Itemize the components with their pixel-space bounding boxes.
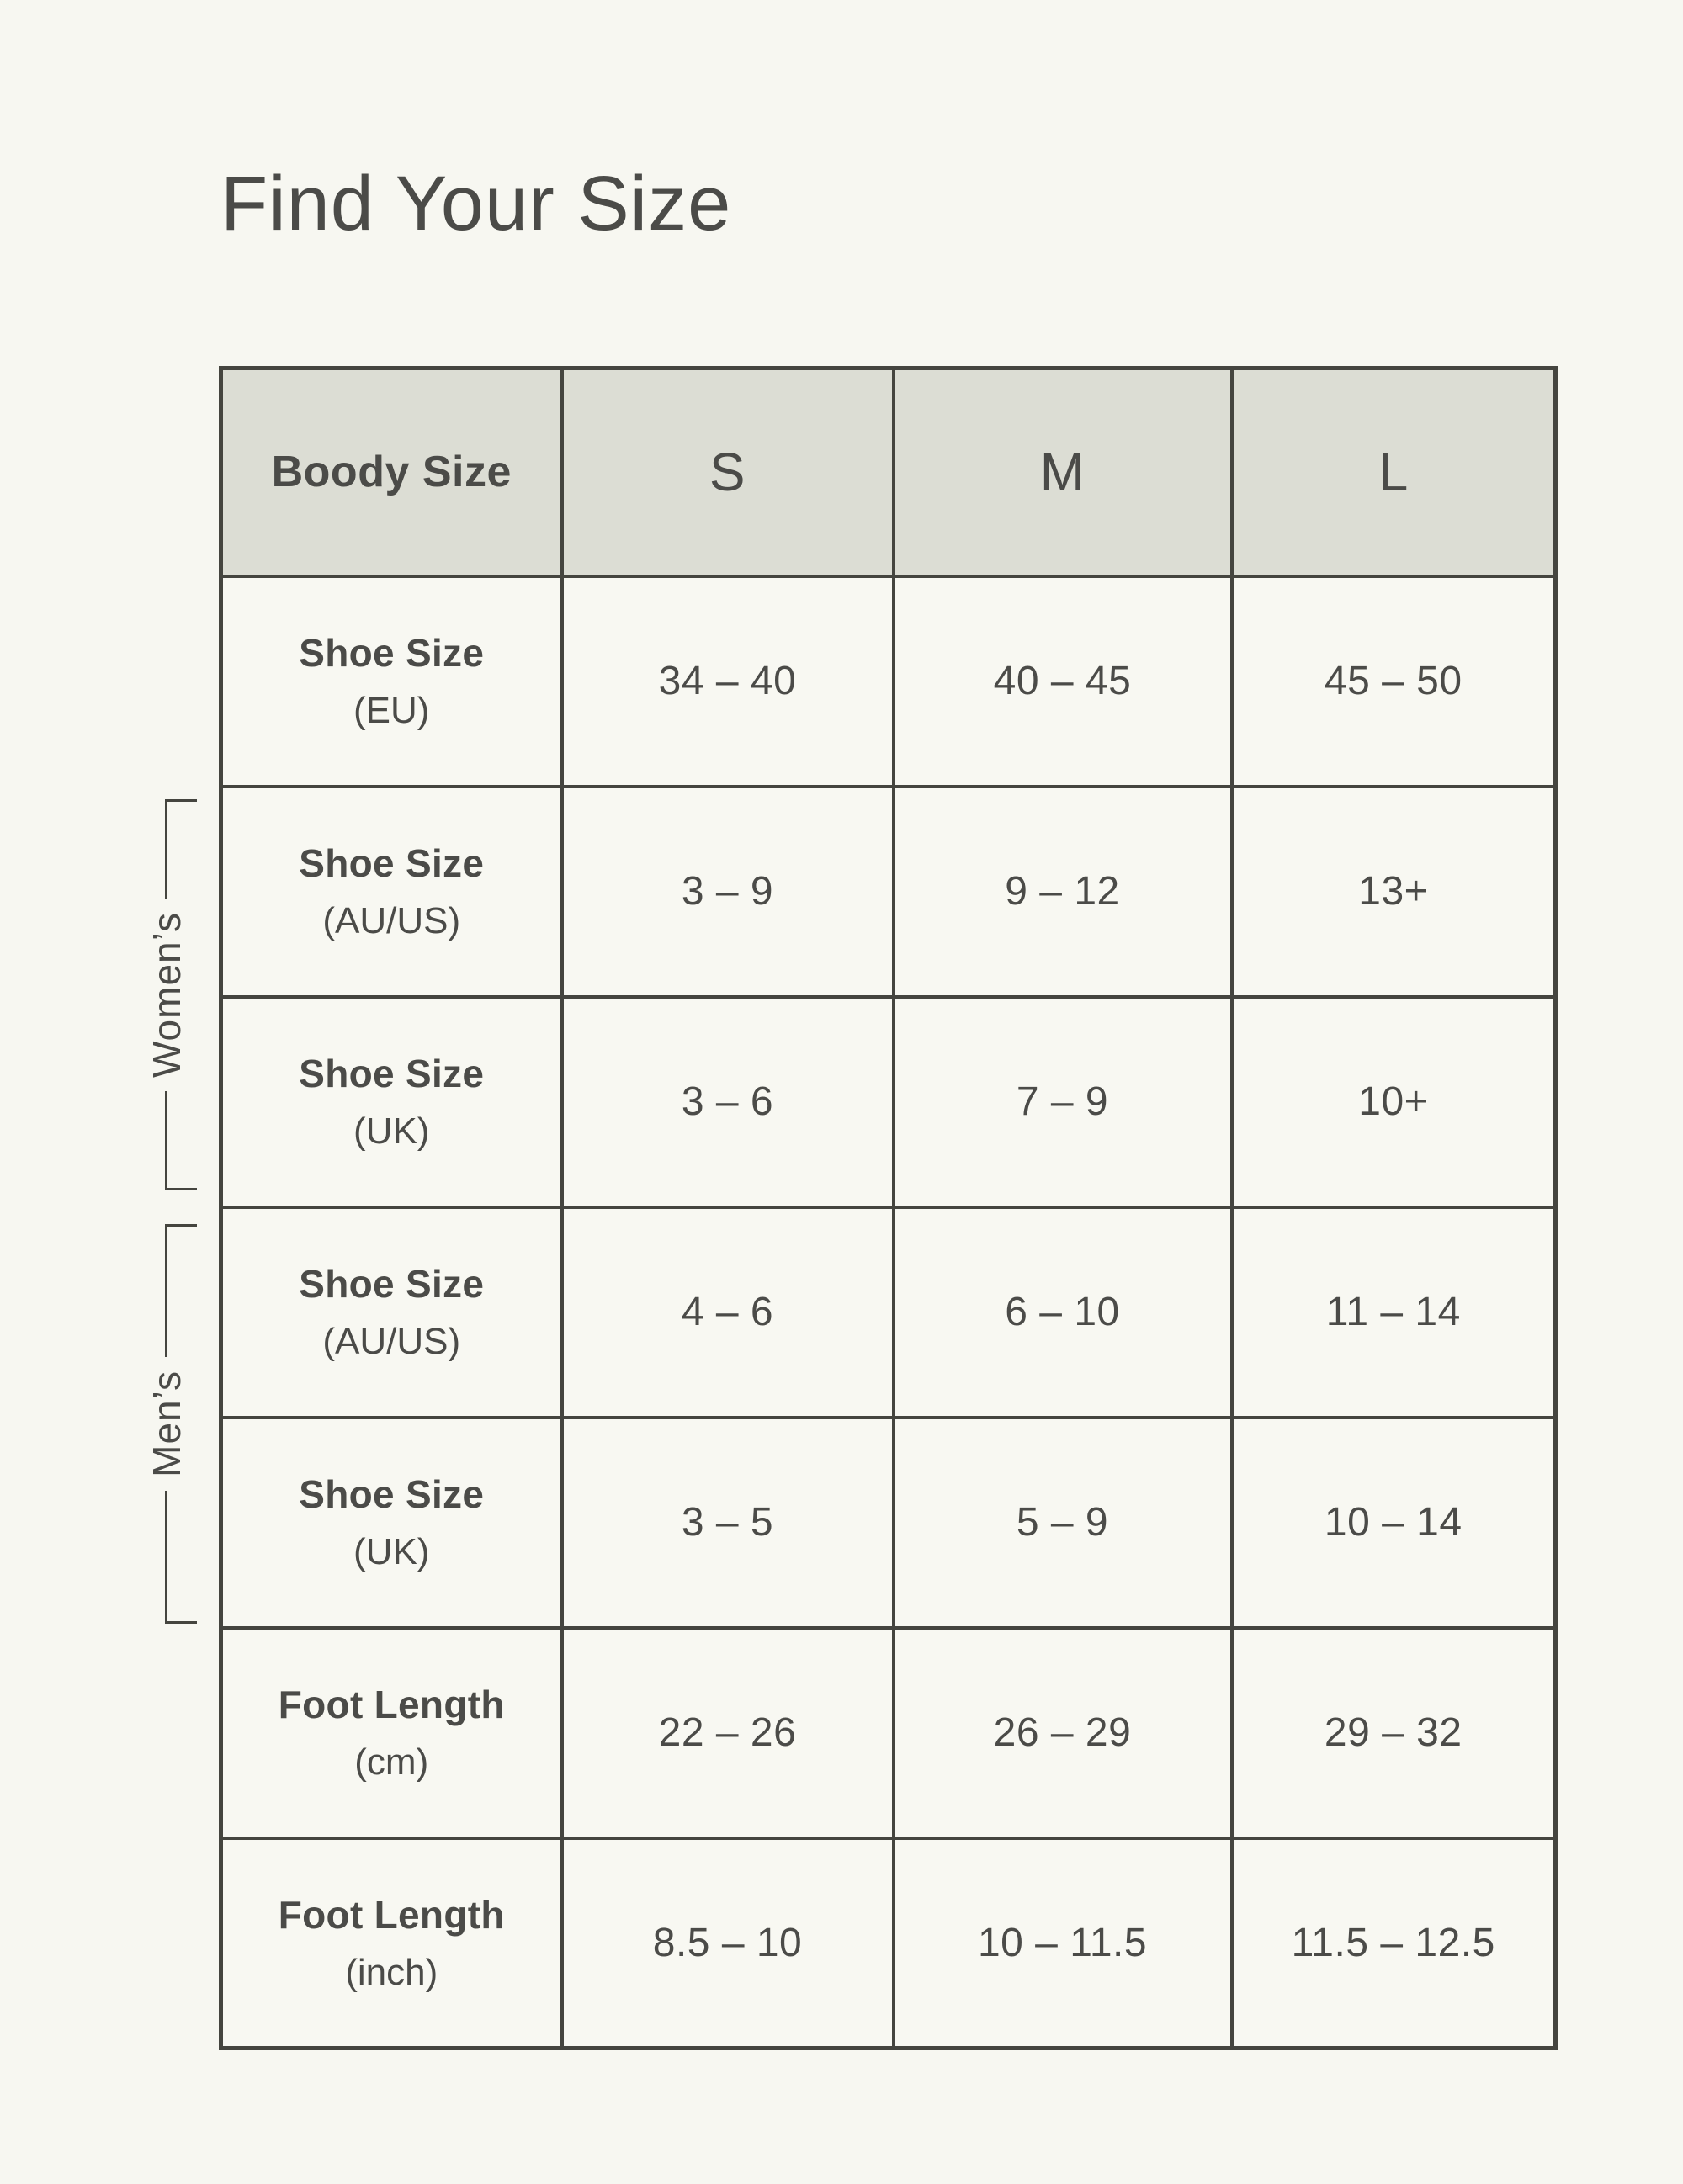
size-cell: 22 – 26 (560, 1625, 895, 1840)
row-header-unit: (EU) (353, 690, 430, 732)
size-cell: 11 – 14 (1229, 1205, 1558, 1419)
size-cell: 3 – 6 (560, 994, 895, 1209)
table-row-mens-shoe-size-uk: Shoe Size (UK) 3 – 5 5 – 9 10 – 14 (219, 1415, 1558, 1630)
row-header: Foot Length (cm) (219, 1625, 564, 1840)
header-row: Boody Size S M L (219, 366, 1558, 578)
size-cell: 40 – 45 (891, 574, 1234, 788)
row-header-unit: (AU/US) (322, 1321, 461, 1363)
row-header-label: Shoe Size (299, 1261, 485, 1306)
size-cell: 10+ (1229, 994, 1558, 1209)
size-cell: 13+ (1229, 784, 1558, 999)
size-cell: 29 – 32 (1229, 1625, 1558, 1840)
row-header: Shoe Size (AU/US) (219, 784, 564, 999)
size-chart-table: Boody Size S M L Shoe Size (EU) 34 – 40 … (219, 366, 1558, 2050)
row-header-label: Shoe Size (299, 1471, 485, 1516)
row-header-label: Foot Length (278, 1892, 505, 1937)
size-cell: 8.5 – 10 (560, 1836, 895, 2050)
table-row-womens-shoe-size-au-us: Shoe Size (AU/US) 3 – 9 9 – 12 13+ (219, 784, 1558, 999)
mens-group-label: Men’s (145, 1370, 188, 1477)
mens-group-bracket: Men’s (145, 1224, 197, 1624)
column-header-s-label: S (709, 442, 746, 503)
size-chart-container: Boody Size S M L Shoe Size (EU) 34 – 40 … (219, 366, 1558, 2050)
size-cell: 45 – 50 (1229, 574, 1558, 788)
mens-bracket-top-segment (165, 1224, 197, 1358)
size-cell: 4 – 6 (560, 1205, 895, 1419)
size-cell: 34 – 40 (560, 574, 895, 788)
row-header: Shoe Size (UK) (219, 994, 564, 1209)
womens-group-label: Women’s (145, 911, 188, 1079)
table-row-foot-length-cm: Foot Length (cm) 22 – 26 26 – 29 29 – 32 (219, 1625, 1558, 1840)
womens-bracket-bottom-segment (165, 1091, 197, 1191)
corner-header-label: Boody Size (271, 448, 512, 497)
row-header: Foot Length (inch) (219, 1836, 564, 2050)
row-header-unit: (inch) (345, 1951, 438, 1993)
row-header: Shoe Size (EU) (219, 574, 564, 788)
corner-header-boody-size: Boody Size (219, 366, 564, 578)
table-row-mens-shoe-size-au-us: Shoe Size (AU/US) 4 – 6 6 – 10 11 – 14 (219, 1205, 1558, 1419)
womens-group-bracket: Women’s (145, 799, 197, 1191)
size-cell: 10 – 11.5 (891, 1836, 1234, 2050)
womens-bracket-top-segment (165, 799, 197, 899)
size-cell: 3 – 9 (560, 784, 895, 999)
row-header: Shoe Size (AU/US) (219, 1205, 564, 1419)
table-row-womens-shoe-size-uk: Shoe Size (UK) 3 – 6 7 – 9 10+ (219, 994, 1558, 1209)
table-row-foot-length-inch: Foot Length (inch) 8.5 – 10 10 – 11.5 11… (219, 1836, 1558, 2050)
row-header-label: Shoe Size (299, 840, 485, 885)
row-header-unit: (AU/US) (322, 900, 461, 942)
size-cell: 5 – 9 (891, 1415, 1234, 1630)
size-cell: 6 – 10 (891, 1205, 1234, 1419)
size-cell: 3 – 5 (560, 1415, 895, 1630)
column-header-s: S (560, 366, 895, 578)
size-cell: 10 – 14 (1229, 1415, 1558, 1630)
row-header-label: Shoe Size (299, 1051, 485, 1095)
size-cell: 26 – 29 (891, 1625, 1234, 1840)
column-header-m: M (891, 366, 1234, 578)
column-header-m-label: M (1039, 442, 1086, 503)
row-header: Shoe Size (UK) (219, 1415, 564, 1630)
row-header-label: Foot Length (278, 1682, 505, 1726)
table-row-shoe-size-eu: Shoe Size (EU) 34 – 40 40 – 45 45 – 50 (219, 574, 1558, 788)
row-header-unit: (cm) (354, 1741, 429, 1784)
row-header-unit: (UK) (353, 1111, 430, 1153)
page-title: Find Your Size (220, 161, 732, 246)
column-header-l-label: L (1378, 442, 1409, 503)
row-header-unit: (UK) (353, 1531, 430, 1573)
size-cell: 9 – 12 (891, 784, 1234, 999)
size-cell: 11.5 – 12.5 (1229, 1836, 1558, 2050)
column-header-l: L (1229, 366, 1558, 578)
row-header-label: Shoe Size (299, 630, 485, 675)
size-cell: 7 – 9 (891, 994, 1234, 1209)
mens-bracket-bottom-segment (165, 1490, 197, 1624)
